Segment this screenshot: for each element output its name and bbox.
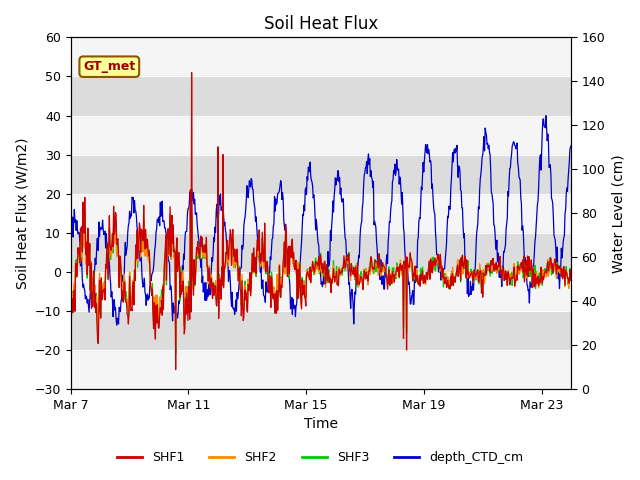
Legend: SHF1, SHF2, SHF3, depth_CTD_cm: SHF1, SHF2, SHF3, depth_CTD_cm <box>112 446 528 469</box>
Bar <box>70 233 571 272</box>
Bar <box>70 155 571 194</box>
Text: GT_met: GT_met <box>83 60 136 73</box>
Y-axis label: Soil Heat Flux (W/m2): Soil Heat Flux (W/m2) <box>15 137 29 289</box>
Y-axis label: Water Level (cm): Water Level (cm) <box>611 154 625 273</box>
X-axis label: Time: Time <box>304 418 338 432</box>
Bar <box>70 76 571 116</box>
Title: Soil Heat Flux: Soil Heat Flux <box>264 15 378 33</box>
Bar <box>70 311 571 350</box>
